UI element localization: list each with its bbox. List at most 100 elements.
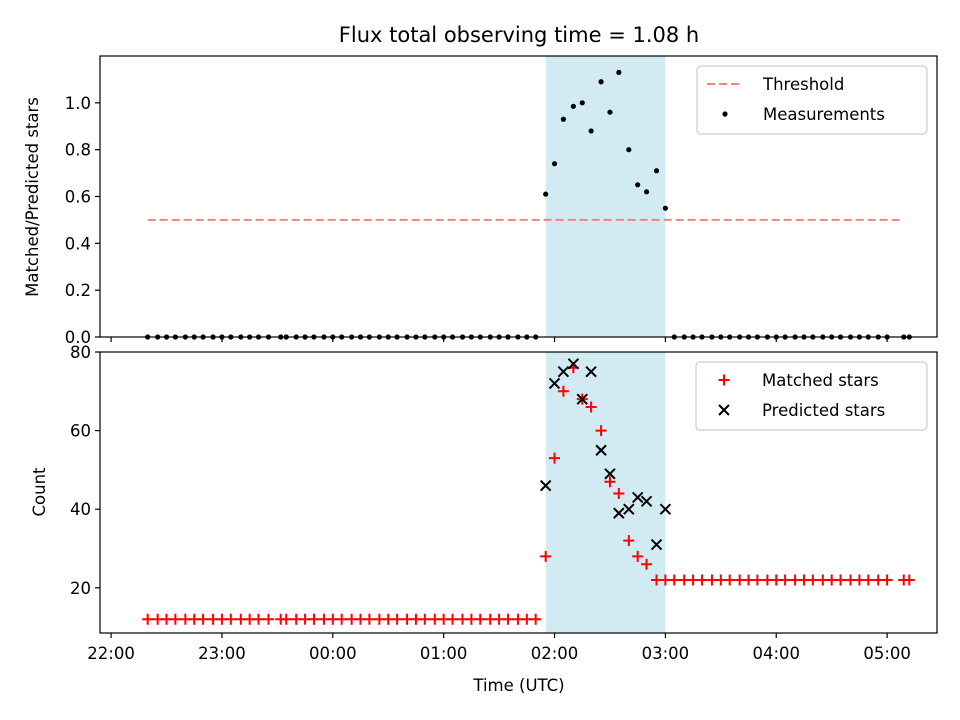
predicted-star-point (548, 377, 561, 390)
x-tick-label: 04:00 (752, 644, 800, 663)
measurement-point (626, 147, 632, 153)
predicted-star-point (623, 503, 635, 515)
matched-star-point (391, 613, 403, 625)
legend: Threshold Measurements (696, 65, 928, 135)
predicted-star-point (585, 365, 597, 378)
matched-star-point (253, 613, 265, 625)
predicted-star-point (631, 491, 644, 504)
matched-star-point (474, 613, 486, 625)
y-tick-label: 60 (70, 422, 91, 441)
observing-window-shade (545, 56, 666, 337)
legend-predicted-handle (718, 404, 730, 416)
matched-star-point (263, 613, 275, 625)
top-panel: 0.0 0.2 0.4 0.6 0.8 1.0 Threshold Measurements (65, 55, 938, 347)
measurement-point (543, 191, 549, 197)
matched-star-point (280, 613, 292, 625)
series-predicted-stars (539, 358, 672, 551)
matched-star-point (585, 401, 597, 413)
matched-star-point (595, 425, 607, 437)
matched-star-point (197, 613, 209, 625)
measurement-point (662, 205, 668, 211)
y-tick-label: 0.0 (65, 328, 91, 347)
legend-label: Threshold (762, 75, 844, 94)
y-tick-label: 0.6 (65, 188, 91, 207)
matched-star-point (862, 574, 874, 586)
y-tick-label: 0.4 (65, 234, 91, 253)
legend-label: Predicted stars (762, 401, 885, 420)
y-tick-label: 40 (70, 500, 91, 519)
predicted-star-point (595, 444, 607, 456)
measurement-point (579, 100, 585, 106)
matched-star-point (751, 574, 763, 586)
chart-title: Flux total observing time = 1.08 h (339, 23, 699, 47)
predicted-star-point (613, 507, 625, 519)
predicted-star-point (640, 495, 653, 508)
matched-star-point (604, 476, 616, 488)
matched-star-point (502, 613, 514, 625)
predicted-star-point (659, 503, 672, 515)
matched-star-point (540, 550, 552, 562)
matched-star-point (668, 574, 680, 586)
matched-star-point (724, 574, 736, 586)
matched-star-point (696, 574, 708, 586)
matched-star-point (632, 550, 644, 562)
y-tick-label: 0.8 (65, 141, 91, 160)
matched-star-point (623, 535, 635, 547)
legend-box (696, 65, 928, 135)
x-tick-label: 02:00 (531, 644, 579, 663)
y-tick-label: 80 (70, 343, 91, 362)
x-tick-label: 22:00 (87, 644, 135, 663)
bottom-y-axis-label: Count (30, 467, 49, 517)
measurement-point (616, 69, 622, 75)
observing-window-shade (545, 352, 666, 633)
matched-star-point (447, 613, 459, 625)
measurement-point (643, 189, 650, 195)
measurement-point (598, 79, 604, 85)
matched-star-point (881, 574, 893, 586)
y-tick-label: 1.0 (65, 94, 91, 113)
matched-star-point (641, 558, 653, 570)
measurement-point (551, 161, 558, 167)
matched-star-point (807, 574, 819, 586)
matched-star-point (557, 385, 569, 397)
series-matched-stars (142, 362, 915, 625)
x-axis-label: Time (UTC) (472, 676, 564, 695)
measurement-point (607, 109, 613, 115)
x-tick-label: 03:00 (642, 644, 690, 663)
x-tick-label: 05:00 (863, 644, 911, 663)
matched-star-point (779, 574, 791, 586)
matched-star-point (142, 613, 154, 625)
x-tick-label: 23:00 (198, 644, 246, 663)
measurement-point (588, 128, 594, 134)
matched-star-point (419, 613, 431, 625)
matched-star-point (530, 613, 542, 625)
matched-star-point (903, 574, 915, 586)
legend-label: Matched stars (762, 371, 879, 390)
matched-star-point (613, 487, 625, 499)
y-tick-label: 20 (70, 579, 91, 598)
legend-label: Measurements (763, 105, 885, 124)
matched-star-point (336, 613, 348, 625)
matched-star-point (169, 613, 181, 625)
predicted-star-point (567, 358, 580, 370)
x-tick-label: 00:00 (309, 644, 357, 663)
measurement-point (560, 116, 566, 122)
predicted-star-point (557, 365, 570, 378)
predicted-star-point (604, 468, 616, 480)
matched-star-point (225, 613, 237, 625)
matched-star-point (363, 613, 375, 625)
matched-star-point (308, 613, 320, 625)
matched-star-point (835, 574, 847, 586)
top-y-axis-label: Matched/Predicted stars (23, 97, 42, 297)
legend-measurement-handle (722, 111, 728, 117)
legend-matched-handle (718, 374, 730, 386)
measurement-point (570, 103, 576, 109)
matched-star-point (549, 452, 561, 464)
predicted-star-point (650, 538, 663, 551)
axes-frame (99, 351, 938, 634)
predicted-star-point (576, 393, 588, 405)
legend-box (695, 361, 928, 431)
x-tick-label: 01:00 (420, 644, 468, 663)
bottom-panel: 22:00 23:00 00:00 01:00 02:00 03:00 04:00 05:00… (70, 343, 938, 663)
